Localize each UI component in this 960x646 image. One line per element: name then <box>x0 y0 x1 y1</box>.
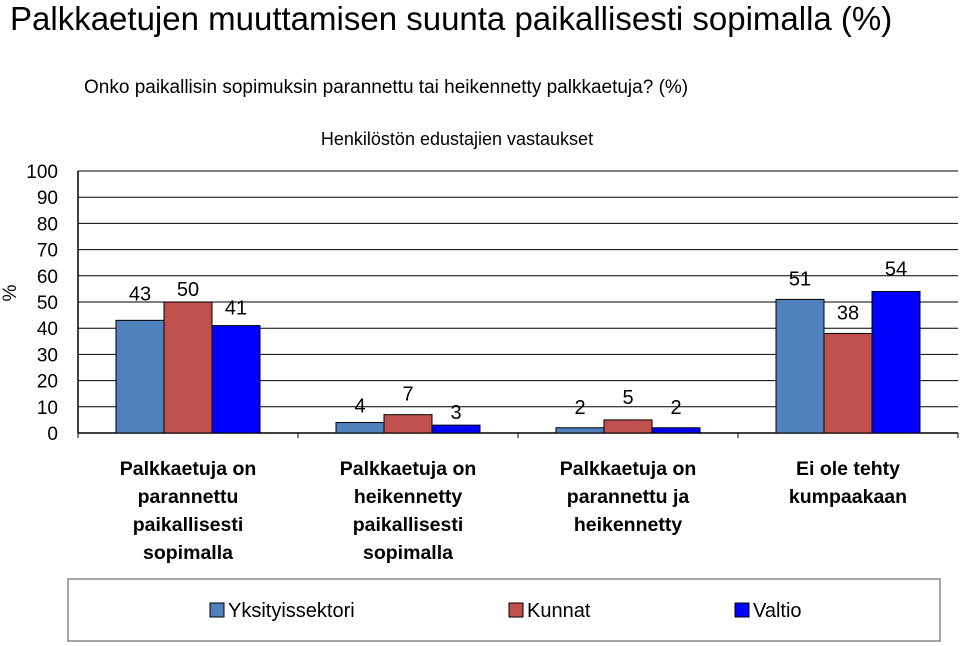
axes: 0 10 20 30 40 50 60 70 80 90 100 <box>26 162 959 445</box>
data-label: 38 <box>837 302 859 324</box>
bar <box>431 424 481 434</box>
y-tick-label: 50 <box>37 293 58 314</box>
legend: Yksityissektori Kunnat Valtio <box>67 578 941 642</box>
legend-swatch <box>734 602 750 618</box>
y-tick-label: 10 <box>37 398 58 419</box>
bar <box>823 332 873 434</box>
x-tick-label-line: heikennetty <box>574 514 683 536</box>
y-tick-label: 0 <box>47 424 58 445</box>
x-tick-label-line: kumpaakaan <box>789 486 907 508</box>
page-title: Palkkaetujen muuttamisen suunta paikalli… <box>10 0 893 37</box>
data-label: 51 <box>789 268 811 290</box>
x-tick-label: Ei ole tehty kumpaakaan <box>789 458 907 508</box>
data-label: 3 <box>450 402 461 424</box>
x-tick-label-line: parannettu ja <box>567 486 690 508</box>
bar <box>871 291 921 434</box>
y-tick-label: 80 <box>37 214 58 235</box>
x-tick-label-line: Palkkaetuja on <box>560 458 697 480</box>
chart-title: Onko paikallisin sopimuksin parannettu t… <box>84 77 688 98</box>
legend-box <box>67 578 941 642</box>
bar <box>335 422 385 434</box>
legend-label: Valtio <box>753 600 802 622</box>
y-tick-label: 40 <box>37 319 58 340</box>
x-tick-label-line: paikallisesti <box>133 514 244 536</box>
data-label: 43 <box>129 283 151 305</box>
bar <box>555 427 605 434</box>
y-tick-label: 100 <box>26 162 58 183</box>
x-tick-label-line: parannettu <box>138 486 239 508</box>
y-tick-label: 60 <box>37 267 58 288</box>
x-tick-label-line: sopimalla <box>363 542 453 564</box>
x-tick-label: Palkkaetuja on parannettu paikallisesti sop… <box>120 458 257 564</box>
bar <box>651 427 701 434</box>
y-axis-label: % <box>0 284 21 301</box>
data-label: 54 <box>885 259 907 281</box>
data-label: 5 <box>622 387 633 409</box>
x-tick-label-line: Palkkaetuja on <box>120 458 257 480</box>
chart-subtitle: Henkilöstön edustajien vastaukset <box>321 129 593 149</box>
legend-swatch <box>508 602 524 618</box>
x-tick-label-line: Ei ole tehty <box>796 458 900 480</box>
data-label: 4 <box>354 396 365 418</box>
x-tick-label-line: sopimalla <box>143 542 233 564</box>
bars <box>115 291 921 434</box>
data-label: 41 <box>225 298 247 320</box>
bar <box>603 419 653 434</box>
category-labels: Palkkaetuja on parannettu paikallisesti sop… <box>120 458 907 564</box>
y-tick-label: 90 <box>37 188 58 209</box>
x-tick-label: Palkkaetuja on heikennetty paikallisesti so… <box>340 458 477 564</box>
x-tick-label-line: Palkkaetuja on <box>340 458 477 480</box>
data-label: 7 <box>402 384 413 406</box>
y-tick-label: 70 <box>37 241 58 262</box>
legend-label: Kunnat <box>527 600 591 622</box>
x-tick-label: Palkkaetuja on parannettu ja heikennetty <box>560 458 697 536</box>
y-tick-label: 20 <box>37 372 58 393</box>
data-label: 2 <box>670 397 681 419</box>
data-label: 50 <box>177 279 199 301</box>
bar <box>211 325 261 434</box>
x-tick-label-line: heikennetty <box>354 486 463 508</box>
bar <box>775 298 825 434</box>
data-labels: 43 50 41 4 7 3 2 5 2 51 38 54 <box>129 259 907 425</box>
bar <box>115 319 165 434</box>
legend-label: Yksityissektori <box>228 600 355 622</box>
bar <box>163 301 213 434</box>
bar <box>383 414 433 434</box>
legend-swatch <box>209 602 225 618</box>
data-label: 2 <box>574 397 585 419</box>
y-tick-label: 30 <box>37 345 58 366</box>
x-tick-label-line: paikallisesti <box>353 514 464 536</box>
